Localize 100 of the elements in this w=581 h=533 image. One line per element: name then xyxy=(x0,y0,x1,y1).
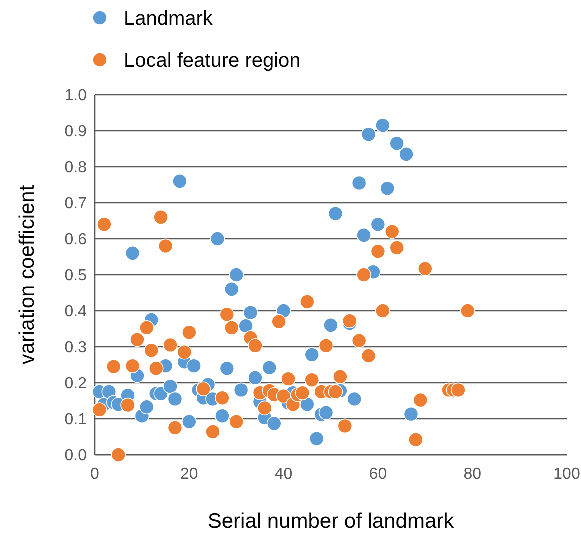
y-tick-label: 0.6 xyxy=(64,232,88,249)
point xyxy=(106,359,122,374)
point xyxy=(300,294,315,310)
point xyxy=(224,282,240,297)
point xyxy=(125,358,140,374)
point xyxy=(210,232,226,246)
point xyxy=(356,268,372,282)
point xyxy=(361,348,376,364)
y-tick-label: 0.3 xyxy=(64,340,88,357)
point xyxy=(229,268,244,282)
point xyxy=(390,136,404,151)
point xyxy=(238,318,254,334)
point xyxy=(300,397,315,412)
point xyxy=(347,392,362,407)
point xyxy=(413,392,428,408)
point xyxy=(361,127,376,142)
point xyxy=(102,384,117,400)
point xyxy=(229,414,244,430)
point xyxy=(380,181,396,196)
point xyxy=(206,424,220,440)
x-tick-label: 100 xyxy=(554,466,580,483)
point xyxy=(451,382,466,398)
point xyxy=(399,147,414,162)
point xyxy=(328,206,344,222)
legend-label: Landmark xyxy=(124,8,214,30)
point xyxy=(144,343,160,358)
point xyxy=(384,224,400,240)
point xyxy=(304,372,320,388)
y-axis-title: variation coefficient xyxy=(16,185,39,365)
point xyxy=(158,238,174,254)
point xyxy=(215,408,230,424)
point xyxy=(333,369,348,384)
point xyxy=(318,338,334,354)
point xyxy=(163,338,178,353)
y-tick-label: 0.4 xyxy=(64,304,88,321)
y-tick-label: 0.7 xyxy=(64,196,88,213)
y-tick-label: 0.8 xyxy=(64,160,88,177)
point xyxy=(168,420,183,436)
point xyxy=(262,360,278,376)
point xyxy=(295,386,310,400)
point xyxy=(356,228,372,243)
x-tick-label: 20 xyxy=(180,466,198,483)
legend-label: Local feature region xyxy=(124,50,301,72)
point xyxy=(125,246,140,261)
point xyxy=(154,386,168,402)
point xyxy=(215,390,230,406)
point xyxy=(130,332,145,348)
point xyxy=(352,333,367,348)
point xyxy=(309,431,324,446)
y-tick-label: 0.1 xyxy=(64,412,88,429)
point xyxy=(418,261,433,276)
point xyxy=(352,176,367,191)
point xyxy=(220,361,235,376)
point xyxy=(177,345,192,360)
point xyxy=(168,392,183,407)
y-tick-label: 0.2 xyxy=(64,376,88,393)
point xyxy=(163,379,178,394)
y-tick-label: 0.9 xyxy=(64,124,88,141)
point xyxy=(324,318,338,333)
point xyxy=(404,406,419,422)
point xyxy=(92,402,108,418)
x-tick-label: 60 xyxy=(369,466,388,483)
point xyxy=(390,240,404,256)
point xyxy=(196,382,211,397)
y-tick-label: 0.5 xyxy=(64,268,88,285)
x-axis-title: Serial number of landmark xyxy=(208,510,455,533)
point xyxy=(148,361,164,376)
point xyxy=(111,448,126,462)
point xyxy=(154,210,168,225)
point xyxy=(140,320,154,336)
point xyxy=(370,244,386,259)
point xyxy=(224,320,240,336)
point xyxy=(172,174,188,189)
point xyxy=(243,305,258,320)
point xyxy=(248,370,263,386)
point xyxy=(318,405,334,420)
point xyxy=(304,348,320,362)
y-tick-label: 0.0 xyxy=(64,448,88,465)
point xyxy=(120,398,136,413)
x-tick-label: 80 xyxy=(464,466,482,483)
point xyxy=(258,400,272,416)
point xyxy=(220,307,235,322)
point xyxy=(338,418,353,434)
point xyxy=(376,304,390,318)
point xyxy=(140,400,154,415)
point xyxy=(328,384,344,400)
point xyxy=(376,118,390,133)
point xyxy=(276,304,292,318)
point xyxy=(234,382,249,398)
point xyxy=(281,372,296,386)
x-tick-label: 40 xyxy=(274,466,293,483)
point xyxy=(248,338,263,354)
point xyxy=(276,388,292,404)
point xyxy=(182,414,197,430)
point xyxy=(266,416,282,432)
point xyxy=(186,358,202,374)
point xyxy=(408,432,424,448)
point xyxy=(272,314,286,330)
x-tick-label: 0 xyxy=(90,466,100,483)
point xyxy=(182,325,197,340)
